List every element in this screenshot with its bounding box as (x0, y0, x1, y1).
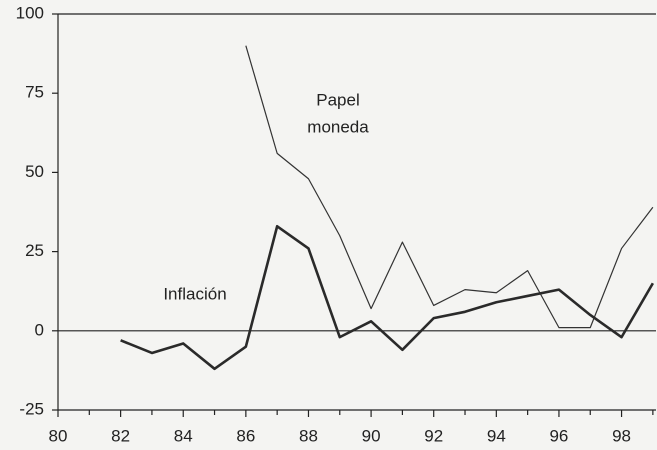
x-tick-label: 90 (362, 426, 381, 445)
annotation: Inflación (163, 284, 226, 303)
x-tick-label: 94 (487, 426, 506, 445)
x-tick-label: 86 (236, 426, 255, 445)
annotation: Papel (316, 90, 359, 109)
y-tick-label: 25 (25, 241, 44, 260)
y-tick-label: 75 (25, 83, 44, 102)
line-series (245, 45, 654, 329)
y-tick-label: 0 (35, 320, 44, 339)
x-tick-label: 80 (49, 426, 68, 445)
annotation: moneda (307, 117, 369, 136)
x-tick-label: 88 (299, 426, 318, 445)
y-tick-label: 100 (16, 3, 44, 22)
x-tick-label: 98 (612, 426, 631, 445)
x-tick-label: 84 (174, 426, 193, 445)
y-tick-label: -25 (19, 399, 44, 418)
x-tick-label: 92 (424, 426, 443, 445)
x-tick-label: 96 (549, 426, 568, 445)
y-tick-label: 50 (25, 162, 44, 181)
line-series (120, 224, 654, 371)
x-tick-label: 82 (111, 426, 130, 445)
